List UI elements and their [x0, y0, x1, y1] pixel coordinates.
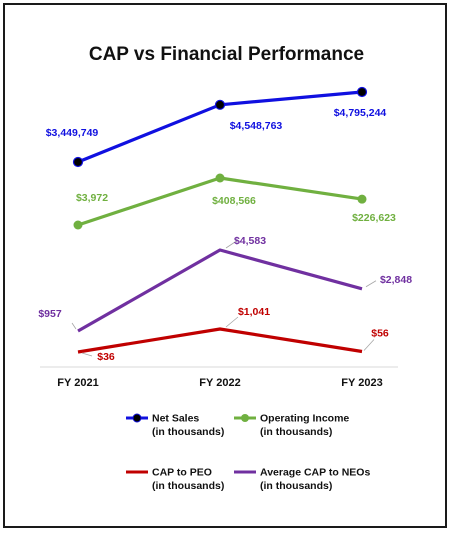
legend-label-avg-cap-neos: Average CAP to NEOs — [260, 467, 370, 479]
legend-label-operating-income: Operating Income — [260, 413, 349, 425]
legend-unit-note: (in thousands) — [260, 426, 332, 438]
leader-line — [365, 280, 377, 288]
data-point-operating-income — [215, 173, 225, 183]
data-label-avg-cap-neos: $2,848 — [380, 274, 412, 286]
data-label-avg-cap-neos: $957 — [38, 308, 62, 320]
data-point-operating-income — [73, 220, 83, 230]
data-point-net-sales — [214, 99, 226, 110]
x-tick-label: FY 2023 — [341, 377, 382, 389]
legend-unit-note: (in thousands) — [152, 480, 224, 492]
data-label-cap-peo: $56 — [371, 328, 389, 340]
data-label-net-sales: $4,795,244 — [334, 107, 387, 119]
series-line-avg-cap-neos — [77, 248, 363, 333]
leader-line — [225, 239, 239, 249]
data-label-cap-peo: $1,041 — [238, 306, 270, 318]
series-line-cap-peo — [77, 327, 363, 354]
x-tick-label: FY 2021 — [57, 377, 98, 389]
data-label-operating-income: $3,972 — [76, 192, 108, 204]
data-label-cap-peo: $36 — [97, 351, 115, 363]
leader-line — [81, 352, 93, 357]
legend-label-cap-peo: CAP to PEO — [152, 467, 212, 479]
data-label-net-sales: $4,548,763 — [230, 120, 283, 132]
x-tick-label: FY 2022 — [199, 377, 240, 389]
chart-frame — [3, 3, 447, 528]
data-label-operating-income: $408,566 — [212, 195, 256, 207]
data-label-net-sales: $3,449,749 — [46, 127, 99, 139]
data-label-avg-cap-neos: $4,583 — [234, 235, 266, 247]
chart-title: CAP vs Financial Performance — [88, 44, 365, 65]
legend-marker — [132, 413, 142, 423]
leader-line — [225, 316, 239, 328]
legend-label-net-sales: Net Sales — [152, 413, 199, 425]
data-point-net-sales — [72, 156, 84, 168]
legend-unit-note: (in thousands) — [260, 480, 332, 492]
data-point-operating-income — [357, 194, 367, 204]
leader-line — [71, 322, 77, 330]
leader-line — [363, 339, 375, 351]
data-label-operating-income: $226,623 — [352, 212, 396, 224]
data-point-net-sales — [356, 86, 368, 98]
legend-marker — [241, 414, 249, 422]
legend-unit-note: (in thousands) — [152, 426, 224, 438]
